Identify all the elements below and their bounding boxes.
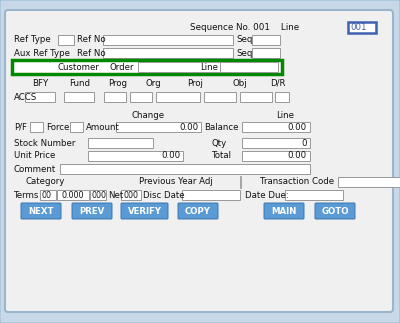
Text: Seq: Seq	[236, 48, 252, 57]
Bar	[25, 92, 55, 102]
Bar	[103, 35, 233, 45]
Bar	[252, 35, 280, 45]
Text: 0.00: 0.00	[179, 122, 198, 131]
Text: Comment: Comment	[14, 164, 56, 173]
Text: Prog: Prog	[108, 78, 128, 88]
Bar	[90, 190, 106, 200]
Text: PREV: PREV	[79, 206, 105, 215]
Text: MAIN: MAIN	[271, 206, 297, 215]
Text: Fund: Fund	[70, 78, 90, 88]
Bar	[57, 190, 89, 200]
Bar	[338, 177, 400, 187]
Text: Qty: Qty	[212, 139, 227, 148]
Text: Line: Line	[200, 62, 218, 71]
Text: Org: Org	[145, 78, 161, 88]
FancyBboxPatch shape	[72, 203, 112, 219]
Text: Change: Change	[132, 110, 164, 120]
Text: Order: Order	[110, 62, 134, 71]
Text: 000: 000	[123, 191, 138, 200]
FancyBboxPatch shape	[315, 203, 355, 219]
Text: Customer: Customer	[58, 62, 100, 71]
Text: Aux Ref Type: Aux Ref Type	[14, 48, 70, 57]
Bar	[182, 190, 240, 200]
Text: Unit Price: Unit Price	[14, 151, 55, 161]
Bar	[348, 22, 376, 33]
Text: Line: Line	[276, 110, 294, 120]
Text: 0.00: 0.00	[288, 122, 307, 131]
Text: Transaction Code: Transaction Code	[260, 178, 334, 186]
Text: Total: Total	[212, 151, 232, 161]
Bar	[156, 92, 200, 102]
Bar	[12, 60, 282, 74]
Bar	[58, 35, 74, 45]
Text: 00: 00	[42, 191, 52, 200]
Text: Previous Year Adj: Previous Year Adj	[139, 178, 213, 186]
Bar	[275, 92, 289, 102]
FancyBboxPatch shape	[21, 203, 61, 219]
Text: D/R: D/R	[270, 78, 286, 88]
Text: Terms: Terms	[14, 191, 39, 200]
Text: Amount: Amount	[86, 122, 120, 131]
Text: COPY: COPY	[185, 206, 211, 215]
Bar	[242, 122, 310, 132]
Text: Proj: Proj	[187, 78, 203, 88]
Text: Ref No: Ref No	[77, 48, 106, 57]
Text: Ref Type: Ref Type	[14, 36, 51, 45]
Text: Force: Force	[46, 122, 69, 131]
Bar	[70, 122, 83, 132]
Bar	[138, 62, 238, 72]
Bar	[103, 48, 233, 58]
Bar	[64, 92, 94, 102]
Text: 000: 000	[92, 191, 107, 200]
Text: GOTO: GOTO	[321, 206, 349, 215]
Bar	[130, 92, 152, 102]
Bar	[240, 176, 241, 188]
Text: Sequence No. 001    Line: Sequence No. 001 Line	[190, 23, 299, 32]
Bar	[60, 164, 310, 174]
Text: 0.00: 0.00	[161, 151, 180, 161]
Bar	[104, 92, 126, 102]
Text: NEXT: NEXT	[28, 206, 54, 215]
Text: BFY: BFY	[32, 78, 48, 88]
Text: Ref No: Ref No	[77, 36, 106, 45]
Text: 0: 0	[302, 139, 307, 148]
Bar	[242, 151, 310, 161]
Text: 001: 001	[350, 23, 366, 32]
Text: Date Due:: Date Due:	[245, 191, 289, 200]
Text: Category: Category	[25, 178, 65, 186]
Text: VERIFY: VERIFY	[128, 206, 162, 215]
FancyBboxPatch shape	[5, 10, 393, 312]
Bar	[220, 62, 278, 72]
Bar	[30, 122, 43, 132]
Text: Seq: Seq	[236, 36, 252, 45]
Bar	[242, 138, 310, 148]
Text: Net: Net	[108, 191, 123, 200]
FancyBboxPatch shape	[121, 203, 168, 219]
Text: Obj: Obj	[233, 78, 247, 88]
Text: Stock Number: Stock Number	[14, 139, 75, 148]
FancyBboxPatch shape	[178, 203, 218, 219]
Text: ACCS: ACCS	[14, 92, 37, 101]
Bar	[88, 138, 153, 148]
Text: P/F: P/F	[14, 122, 27, 131]
Text: 0.000: 0.000	[62, 191, 84, 200]
Text: Balance: Balance	[204, 122, 238, 131]
Text: Disc Date: Disc Date	[143, 191, 185, 200]
Bar	[252, 48, 280, 58]
Bar	[40, 190, 56, 200]
Bar	[204, 92, 236, 102]
Text: 0.00: 0.00	[288, 151, 307, 161]
Bar	[285, 190, 343, 200]
Bar	[121, 190, 141, 200]
Bar	[116, 122, 201, 132]
Bar	[240, 92, 272, 102]
FancyBboxPatch shape	[264, 203, 304, 219]
Bar	[88, 151, 183, 161]
